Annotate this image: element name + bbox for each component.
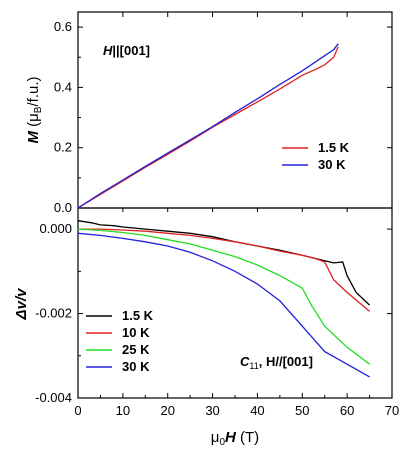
top-annotation-rest: ||[001] — [112, 43, 150, 58]
top-ylabel-unit-close: /f.u.) — [25, 77, 42, 107]
bottom-annotation-sub: 11 — [249, 361, 258, 371]
bottom-x-tick-label: 50 — [295, 403, 309, 418]
bottom-y-tick-label: -0.004 — [35, 390, 72, 405]
bottom-y-tick-label: 0.000 — [39, 221, 72, 236]
top-series-1 — [77, 43, 339, 209]
top-y-tick-label: 0.2 — [54, 140, 72, 155]
top-legend-label-0: 1.5 K — [318, 140, 350, 155]
xlabel-sub: 0 — [219, 437, 225, 448]
top-series-group — [77, 43, 339, 209]
bottom-legend: 1.5 K 10 K 25 K 30 K — [86, 308, 154, 374]
xlabel-main: H — [225, 429, 237, 446]
bottom-x-tick-label: 70 — [385, 403, 399, 418]
bottom-annotation-rest: , H//[001] — [259, 354, 313, 369]
bottom-series-1 — [78, 228, 371, 312]
bottom-x-tick-label: 40 — [250, 403, 264, 418]
top-annotation: H||[001] — [103, 43, 150, 58]
top-y-tick-label: 0.6 — [54, 19, 72, 34]
xlabel-unit: (T) — [236, 429, 259, 446]
bottom-legend-label-3: 30 K — [122, 359, 150, 374]
top-y-tick-label: 0.4 — [54, 79, 72, 94]
bottom-series-3 — [77, 232, 370, 378]
top-series-0 — [77, 46, 339, 209]
bottom-annotation: C11, H//[001] — [240, 354, 313, 371]
bottom-y-axis-label: Δv/v — [13, 287, 30, 321]
xlabel-mu: μ — [211, 429, 220, 446]
bottom-legend-label-1: 10 K — [122, 325, 150, 340]
bottom-x-tick-label: 10 — [116, 403, 130, 418]
bottom-x-tick-label: 0 — [74, 403, 81, 418]
bottom-ticks: -0.004 -0.002 0.000 0 10 20 30 40 50 60 70 — [35, 208, 399, 418]
top-ticks: 0.0 0.2 0.4 0.6 — [54, 12, 393, 215]
bottom-x-tick-label: 20 — [160, 403, 174, 418]
bottom-y-tick-label: -0.002 — [35, 306, 72, 321]
top-legend-label-1: 30 K — [318, 157, 346, 172]
top-y-tick-label: 0.0 — [54, 200, 72, 215]
x-axis-label: μ0H (T) — [211, 429, 259, 448]
top-y-axis-label: M (μB/f.u.) — [25, 77, 44, 144]
top-ylabel-main: M — [25, 131, 42, 144]
bottom-x-tick-label: 60 — [340, 403, 354, 418]
top-legend: 1.5 K 30 K — [282, 140, 350, 172]
bottom-annotation-main: C — [240, 354, 250, 369]
bottom-legend-label-0: 1.5 K — [122, 308, 154, 323]
top-ylabel-unit-open: (μ — [25, 113, 42, 131]
top-annotation-main: H — [103, 43, 113, 58]
top-ylabel-unit-sub: B — [33, 106, 44, 113]
bottom-x-tick-label: 30 — [205, 403, 219, 418]
bottom-legend-label-2: 25 K — [122, 342, 150, 357]
bottom-series-2 — [77, 228, 370, 365]
bottom-series-group — [77, 220, 371, 378]
